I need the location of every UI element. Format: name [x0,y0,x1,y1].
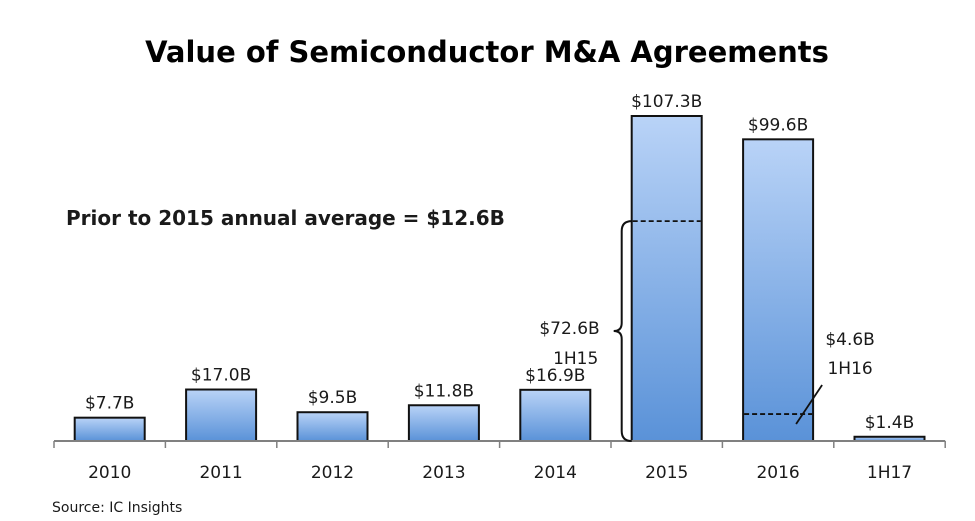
value-label-2010: $7.7B [85,394,135,414]
leader-line-2016 [795,384,823,425]
bars-group [73,115,926,443]
x-tick-label-2015: 2015 [645,463,688,483]
x-tick-label-2013: 2013 [422,463,465,483]
split-2015-value: $72.6B [539,319,599,339]
x-tick-label-2014: 2014 [534,463,577,483]
x-tick-label-2011: 2011 [199,463,242,483]
source-note: Source: IC Insights [52,500,182,516]
x-tick-label-2016: 2016 [756,463,799,483]
bar-2015 [630,115,703,442]
bar-2016 [742,138,815,443]
value-label-2016: $99.6B [748,115,808,135]
bar-2012 [296,411,369,442]
split-2015-period: 1H15 [553,349,598,369]
x-tick-label-2010: 2010 [88,463,131,483]
x-tick-label-2012: 2012 [311,463,354,483]
bar-2011 [185,388,258,442]
value-label-2013: $11.8B [414,381,474,401]
bar-2010 [73,416,146,443]
x-tick-label-1H17: 1H17 [867,463,912,483]
bar-2014 [519,388,592,442]
value-label-2011: $17.0B [191,366,251,386]
x-axis: 2010 2011 2012 2013 2014 2015 2016 1H17 [53,440,946,483]
chart-title: Value of Semiconductor M&A Agreements [145,35,829,69]
average-note: Prior to 2015 annual average = $12.6B [66,206,505,230]
value-label-2015: $107.3B [631,92,702,112]
annotations-group: $72.6B 1H15 $4.6B 1H16 [539,220,875,442]
value-label-1H17: $1.4B [865,413,915,433]
bar-2013 [407,404,480,443]
split-2016-period: 1H16 [827,359,872,379]
brace-2015 [613,220,632,442]
value-label-2012: $9.5B [308,388,358,408]
value-label-2014: $16.9B [525,366,585,386]
value-labels-group: $7.7B $17.0B $9.5B $11.8B $16.9B $107.3B $99.6… [85,92,914,433]
split-2016-value: $4.6B [825,330,875,350]
